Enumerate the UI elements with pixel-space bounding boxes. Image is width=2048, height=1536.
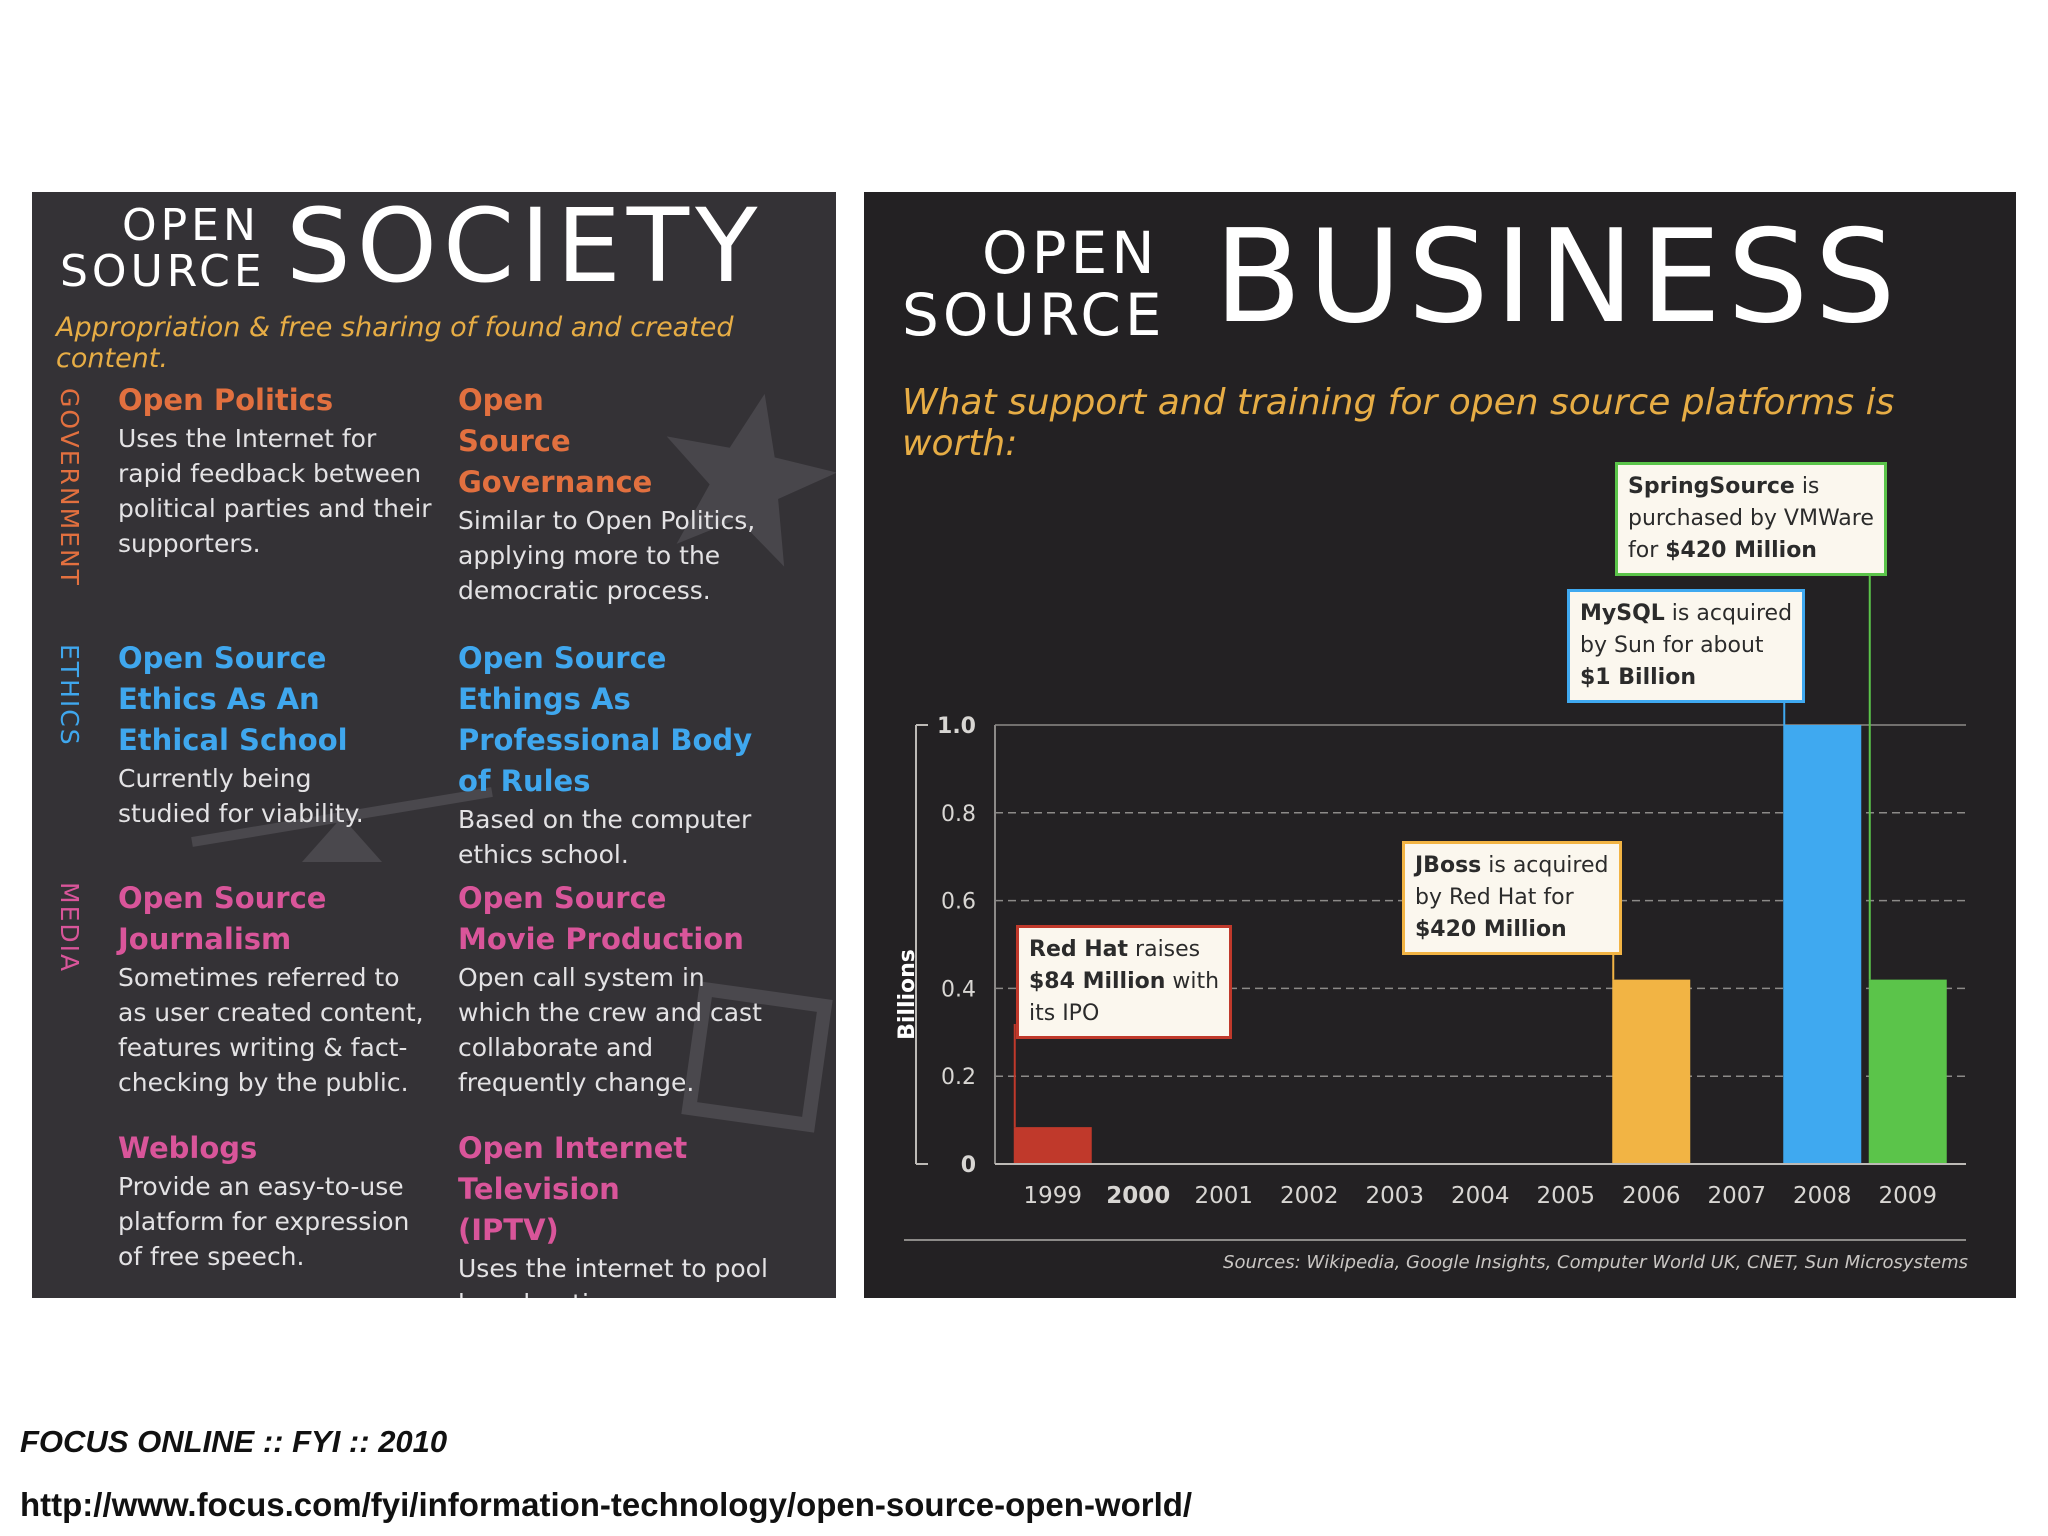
callout-name: Red Hat [1029, 937, 1129, 962]
callout-text: purchased by VMWare [1628, 506, 1874, 531]
bar-1999 [1013, 1127, 1092, 1164]
callout-name: SpringSource [1628, 474, 1795, 499]
category-label-government: GOVERNMENT [55, 388, 84, 587]
x-tick-label: 2006 [1622, 1183, 1681, 1209]
item-open-source-journalism: Open Source Journalism Sometimes referre… [118, 878, 438, 1100]
callout-mysql: MySQL is acquired by Sun for about $1 Bi… [1567, 589, 1806, 703]
callout-red-hat: Red Hat raises $84 Million with its IPO [1016, 925, 1233, 1039]
item-body: Similar to Open Politics, applying more … [458, 506, 756, 605]
y-tick-label: 0.8 [941, 802, 976, 827]
item-open-politics: Open Politics Uses the Internet for rapi… [118, 380, 438, 561]
item-open-source-ethics: Open Source Ethics As An Ethical School … [118, 638, 438, 831]
item-body: Provide an easy-to-use platform for expr… [118, 1172, 410, 1271]
item-body: Uses the Internet for rapid feedback bet… [118, 424, 432, 558]
business-title-main: BUSINESS [1214, 203, 1902, 352]
y-tick-label: 0 [961, 1153, 976, 1178]
callout-name: JBoss [1415, 853, 1482, 878]
x-tick-label: 2001 [1194, 1183, 1253, 1209]
item-open-source-governance: Open Source Governance Similar to Open P… [458, 380, 778, 608]
callout-text: its IPO [1029, 1001, 1100, 1026]
x-tick-label: 2007 [1707, 1183, 1766, 1209]
callout-text: by Sun for about [1580, 633, 1764, 658]
x-tick-label: 2002 [1280, 1183, 1339, 1209]
society-title-open: OPEN [122, 200, 260, 251]
x-tick-label: 2008 [1793, 1183, 1852, 1209]
x-tick-label: 2004 [1451, 1183, 1510, 1209]
bar-2008 [1783, 725, 1862, 1164]
seesaw-decoration-icon [191, 787, 493, 862]
y-axis-label: Billions [895, 949, 920, 1040]
society-title-main: SOCIETY [286, 192, 764, 306]
item-open-internet-television: Open Internet Television (IPTV) Uses the… [458, 1128, 778, 1298]
item-title: Open Source Journalism [118, 881, 327, 956]
item-open-source-ethings: Open Source Ethings As Professional Body… [458, 638, 778, 872]
item-body: Sometimes referred to as user created co… [118, 963, 424, 1097]
callout-name: MySQL [1580, 601, 1665, 626]
star-decoration-icon [666, 393, 836, 567]
bar-chart: 0 0.2 0.4 0.6 0.8 1.0 Billions 1999 2000 2001 2002… [895, 567, 1966, 1241]
callout-text: with [1165, 969, 1220, 994]
business-tagline: What support and training for open sourc… [902, 382, 1895, 464]
item-title: Open Politics [118, 383, 334, 417]
item-title: Weblogs [118, 1131, 258, 1165]
bar-2009 [1868, 979, 1947, 1164]
callout-text: is acquired [1481, 853, 1609, 878]
callout-text: by Red Hat for [1415, 885, 1574, 910]
society-title-source: SOURCE [60, 246, 266, 297]
y-tick-label: 1.0 [937, 714, 976, 739]
callout-springsource: SpringSource is purchased by VMWare for … [1615, 462, 1887, 576]
item-title: Open Source Movie Production [458, 881, 744, 956]
y-tick-label: 0.6 [941, 890, 976, 915]
item-body: Based on the computer ethics school. [458, 805, 752, 869]
x-tick-label: 2003 [1365, 1183, 1424, 1209]
open-source-society-panel: OPEN SOURCE SOCIETY Appropriation & free… [32, 192, 836, 1298]
callout-jboss: JBoss is acquired by Red Hat for $420 Mi… [1402, 841, 1622, 955]
callout-amount: $420 Million [1415, 917, 1567, 942]
y-tick-label: 0.2 [941, 1065, 976, 1090]
society-tagline: Appropriation & free sharing of found an… [56, 312, 734, 374]
category-label-media: MEDIA [55, 882, 84, 974]
callout-amount: $84 Million [1029, 969, 1166, 994]
item-title: Open Internet Television (IPTV) [458, 1131, 688, 1247]
item-title: Open Source Governance [458, 383, 653, 499]
callout-text: is acquired [1664, 601, 1793, 626]
business-title-source: SOURCE [902, 281, 1166, 349]
footer-url-link[interactable]: http://www.focus.com/fyi/information-tec… [20, 1486, 1193, 1523]
item-body: Open call system in which the crew and c… [458, 963, 762, 1097]
callout-text: raises [1128, 937, 1201, 962]
callout-text: is [1794, 474, 1820, 499]
y-tick-label: 0.4 [941, 977, 976, 1002]
item-body: Uses the internet to pool broadcasting r… [458, 1254, 768, 1298]
business-title-open: OPEN [982, 219, 1159, 287]
frame-decoration-icon [681, 981, 833, 1133]
footer-source-text: FOCUS ONLINE :: FYI :: 2010 [20, 1424, 448, 1459]
item-title: Open Source Ethings As Professional Body… [458, 641, 753, 798]
item-body: Currently being studied for viability. [118, 764, 364, 828]
callout-text: for [1628, 538, 1666, 563]
item-title: Open Source Ethics As An Ethical School [118, 641, 348, 757]
x-tick-label: 2009 [1878, 1183, 1937, 1209]
item-open-source-movie-production: Open Source Movie Production Open call s… [458, 878, 778, 1100]
callout-amount: $1 Billion [1580, 665, 1696, 690]
x-tick-label: 1999 [1023, 1183, 1082, 1209]
open-source-business-panel: OPEN SOURCE BUSINESS What support and tr… [864, 192, 2016, 1298]
x-tick-label: 2000 [1106, 1183, 1170, 1209]
category-label-ethics: ETHICS [55, 644, 84, 747]
x-tick-label: 2005 [1536, 1183, 1595, 1209]
sources-note: Sources: Wikipedia, Google Insights, Com… [1223, 1252, 1968, 1273]
callout-amount: $420 Million [1665, 538, 1817, 563]
item-weblogs: Weblogs Provide an easy-to-use platform … [118, 1128, 438, 1274]
bar-2006 [1612, 979, 1691, 1164]
